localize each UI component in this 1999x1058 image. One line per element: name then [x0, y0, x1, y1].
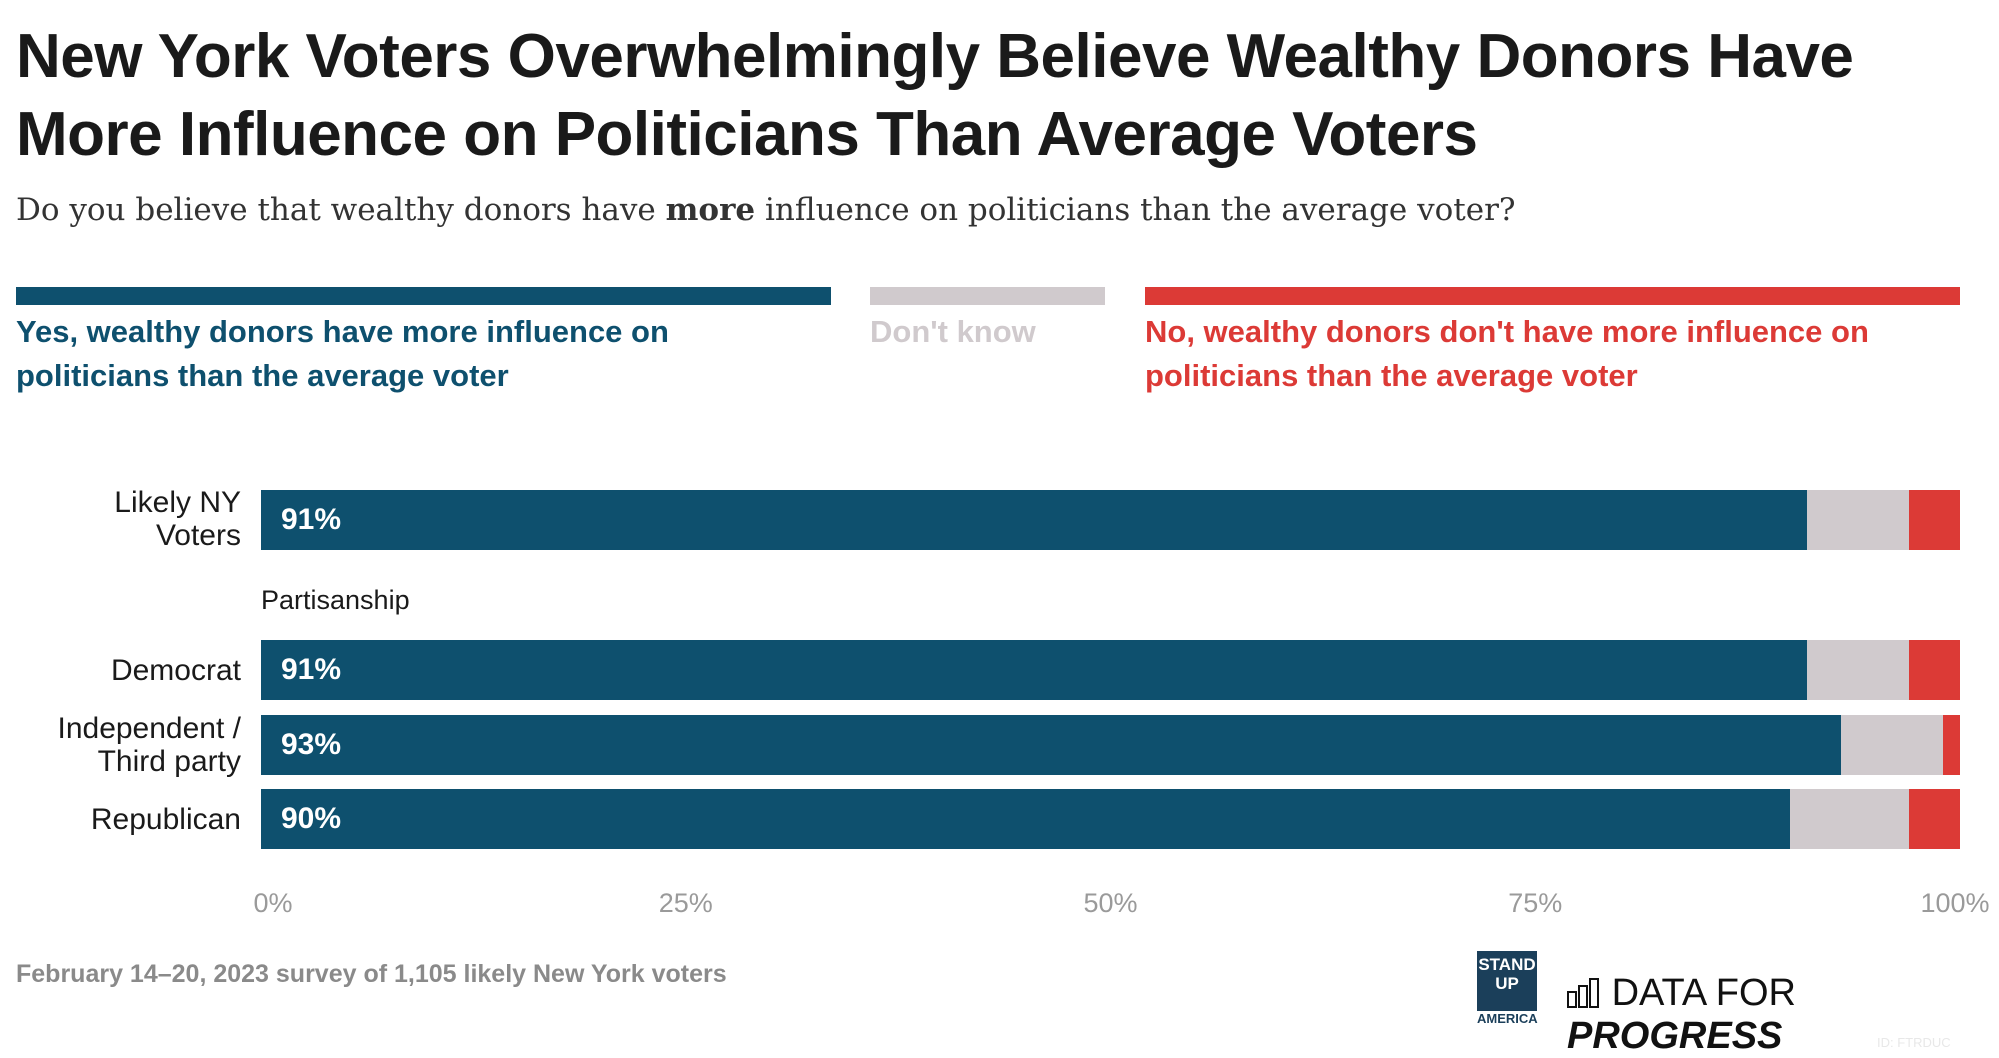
- bar-no: [1909, 640, 1960, 700]
- dfp-text: DATA FOR: [1611, 972, 1796, 1014]
- data-label: 91%: [281, 503, 342, 536]
- bar-yes: [261, 490, 1808, 550]
- row-label: Likely NY Voters: [114, 486, 241, 552]
- subtitle-text: Do you believe that wealthy donors have: [16, 192, 666, 228]
- stand-up-america-logo: STAND UP AMERICA: [1477, 951, 1538, 1031]
- chart-title: New York Voters Overwhelmingly Believe W…: [16, 22, 1854, 169]
- id-tag: ID: FTRDUC: [1877, 1035, 1951, 1050]
- legend-swatch-no: [1145, 287, 1960, 305]
- row-label: Democrat: [110, 654, 241, 687]
- dfp-text-italic: PROGRESS: [1567, 1015, 1783, 1057]
- data-for-progress-logo: DATA FOR PROGRESS: [1567, 972, 1999, 1058]
- x-tick-label: 25%: [658, 888, 713, 918]
- x-tick-label: 100%: [1920, 888, 1990, 918]
- bar-dont-know: [1790, 789, 1910, 849]
- bar-dont-know: [1841, 715, 1943, 775]
- x-tick-label: 0%: [253, 888, 293, 918]
- row-label: Republican: [90, 803, 241, 836]
- legend-label-no: No, wealthy donors don't have more influ…: [1145, 314, 1869, 393]
- data-label: 90%: [281, 802, 342, 835]
- subtitle-emphasis: more: [665, 192, 756, 228]
- chart-subtitle: Do you believe that wealthy donors have …: [16, 192, 1516, 228]
- bar-dont-know: [1807, 490, 1910, 550]
- bar-yes: [261, 715, 1842, 775]
- bar-yes: [261, 789, 1791, 849]
- bar-dont-know: [1807, 640, 1910, 700]
- subtitle-text-end: influence on politicians than the averag…: [755, 192, 1516, 228]
- legend-label-dont-know: Don't know: [870, 314, 1036, 349]
- legend-swatch-dont-know: [870, 287, 1105, 305]
- bar-no: [1909, 490, 1960, 550]
- bar-no: [1943, 715, 1960, 775]
- footer-note: February 14–20, 2023 survey of 1,105 lik…: [16, 960, 727, 988]
- legend-swatch-yes: [16, 287, 831, 305]
- bar-yes: [261, 640, 1808, 700]
- x-tick-label: 75%: [1508, 888, 1563, 918]
- row-label: Independent / Third party: [57, 712, 241, 778]
- bar-chart-icon: [1567, 978, 1599, 1008]
- data-label: 93%: [281, 728, 342, 761]
- bar-no: [1909, 789, 1960, 849]
- x-tick-label: 50%: [1083, 888, 1138, 918]
- legend-label-yes: Yes, wealthy donors have more influence …: [16, 314, 669, 393]
- data-label: 91%: [281, 653, 342, 686]
- group-label: Partisanship: [261, 585, 410, 615]
